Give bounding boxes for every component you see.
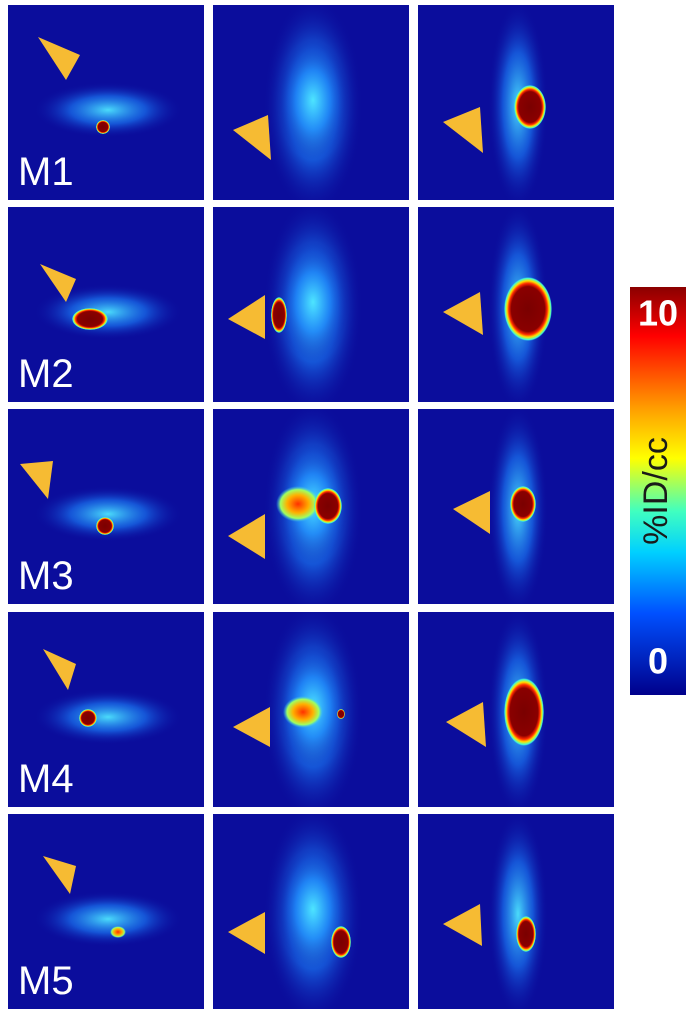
panel-grid: M1 M2 M3 M4 M5 bbox=[8, 5, 614, 1009]
pet-image bbox=[418, 612, 614, 807]
arrowhead bbox=[228, 514, 265, 559]
hot-spot bbox=[504, 678, 544, 746]
body-glow bbox=[278, 40, 348, 160]
body-glow bbox=[33, 82, 183, 138]
pet-image bbox=[213, 5, 409, 200]
arrowhead bbox=[446, 702, 486, 747]
pet-image bbox=[418, 409, 614, 604]
row-label: M5 bbox=[18, 959, 74, 1003]
hot-spot bbox=[516, 916, 536, 952]
hot-spot bbox=[72, 308, 108, 330]
row-label: M2 bbox=[18, 352, 74, 396]
arrowhead bbox=[228, 912, 265, 954]
arrowhead bbox=[20, 461, 53, 499]
pet-image: M3 bbox=[8, 409, 204, 604]
arrowhead bbox=[38, 37, 80, 80]
hot-spot bbox=[514, 85, 546, 129]
pet-image bbox=[418, 814, 614, 1009]
pet-image bbox=[213, 612, 409, 807]
arrowhead bbox=[453, 491, 490, 534]
body-glow bbox=[278, 849, 348, 969]
body-glow bbox=[33, 891, 183, 947]
arrowhead bbox=[233, 115, 271, 160]
body-glow bbox=[488, 814, 548, 1009]
pet-image bbox=[418, 5, 614, 200]
pet-image: M2 bbox=[8, 207, 204, 402]
arrowhead bbox=[443, 292, 483, 335]
arrowhead bbox=[43, 856, 76, 894]
colorbar-max: 10 bbox=[638, 293, 678, 334]
hot-spot bbox=[96, 120, 110, 134]
colorbar-title: %ID/cc bbox=[637, 437, 675, 545]
hot-spot bbox=[283, 696, 323, 728]
pet-image bbox=[213, 409, 409, 604]
pet-image bbox=[418, 207, 614, 402]
row-label: M1 bbox=[18, 150, 74, 194]
body-glow bbox=[278, 242, 348, 362]
hot-spot bbox=[271, 297, 287, 333]
hot-spot bbox=[110, 926, 126, 938]
arrowhead bbox=[43, 649, 76, 690]
arrowhead bbox=[443, 904, 482, 946]
hot-spot bbox=[96, 517, 114, 535]
body-glow bbox=[33, 284, 183, 340]
colorbar-gradient bbox=[630, 287, 686, 695]
pet-image bbox=[213, 207, 409, 402]
row-label: M4 bbox=[18, 757, 74, 801]
pet-image: M5 bbox=[8, 814, 204, 1009]
hot-spot bbox=[331, 926, 351, 958]
hot-spot bbox=[337, 709, 345, 719]
hot-spot bbox=[79, 709, 97, 727]
body-glow bbox=[33, 486, 183, 542]
hot-spot bbox=[314, 488, 342, 524]
colorbar: 10 0 %ID/cc bbox=[630, 287, 686, 695]
arrowhead bbox=[233, 707, 270, 747]
hot-spot bbox=[504, 277, 552, 341]
body-glow bbox=[33, 689, 183, 745]
pet-image: M1 bbox=[8, 5, 204, 200]
row-label: M3 bbox=[18, 554, 74, 598]
arrowhead bbox=[228, 295, 265, 339]
hot-spot bbox=[510, 486, 536, 522]
pet-image bbox=[213, 814, 409, 1009]
colorbar-min: 0 bbox=[648, 641, 668, 682]
pet-image: M4 bbox=[8, 612, 204, 807]
arrowhead bbox=[443, 107, 483, 153]
hot-spot bbox=[276, 486, 320, 522]
arrowhead bbox=[40, 264, 76, 302]
